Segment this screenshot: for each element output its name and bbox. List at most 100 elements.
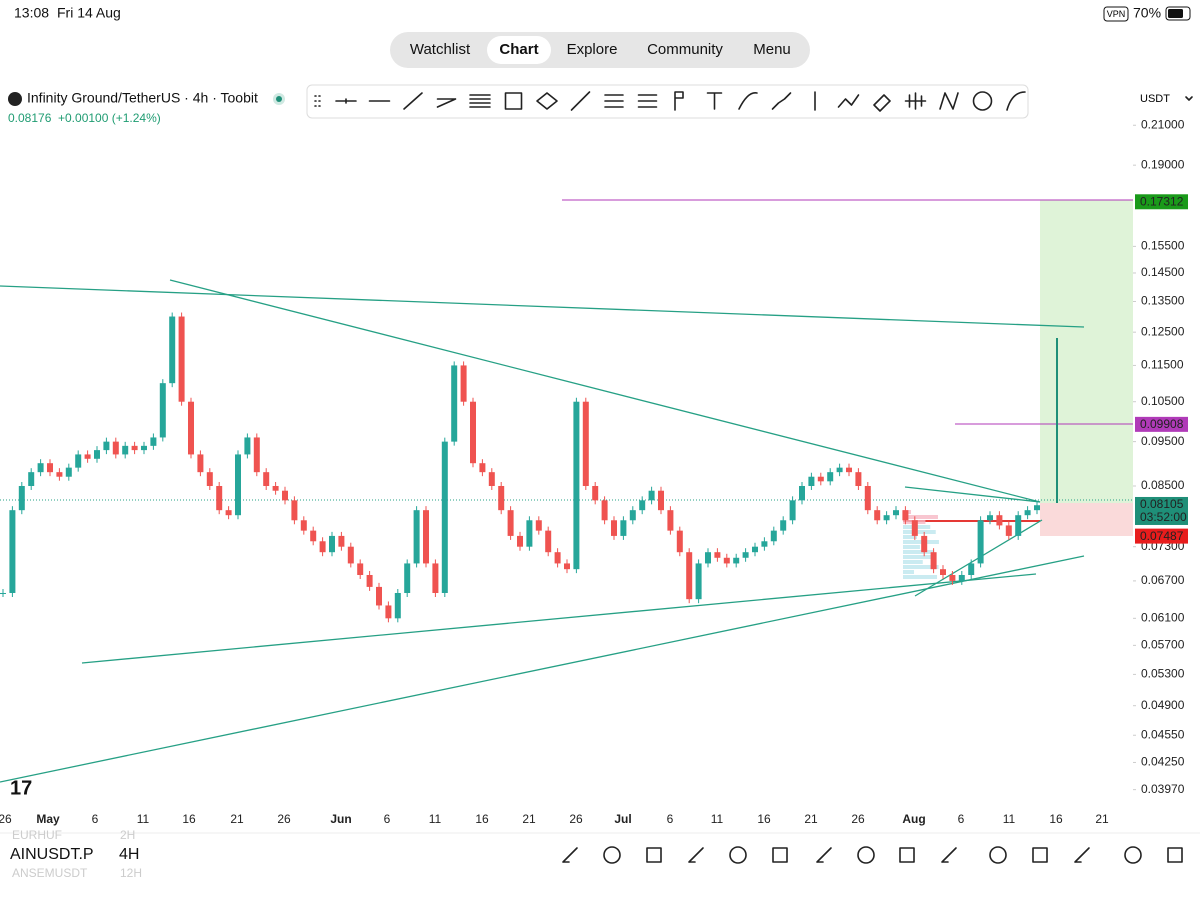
- price-badge: [1135, 194, 1188, 210]
- candle: [141, 445, 147, 451]
- draw-tool[interactable]: [403, 92, 423, 110]
- draw-tool[interactable]: [637, 94, 658, 108]
- candle: [385, 605, 392, 619]
- draw-tool[interactable]: [536, 92, 558, 110]
- status-vpn: VPN: [1107, 9, 1126, 19]
- currency-select[interactable]: [1136, 88, 1194, 110]
- candle: [554, 552, 561, 564]
- y-tick-label: 0.12500: [1141, 324, 1185, 338]
- candle: [188, 401, 194, 455]
- toolbar-button[interactable]: [729, 846, 747, 864]
- candle: [150, 437, 157, 446]
- candle: [159, 383, 166, 438]
- candle: [413, 510, 420, 564]
- date-label: 26: [569, 812, 583, 826]
- draw-tool[interactable]: [873, 94, 891, 112]
- draw-tool[interactable]: [674, 91, 684, 111]
- candle: [338, 535, 345, 547]
- draw-tool[interactable]: [570, 91, 591, 111]
- candle: [930, 552, 937, 570]
- candle: [498, 485, 505, 511]
- dropdown-caret: [1185, 96, 1193, 101]
- vp-bar: [903, 540, 939, 544]
- candle: [752, 546, 758, 553]
- date-label: Jul: [614, 812, 631, 826]
- recent-interval: 12H: [120, 866, 142, 880]
- toolbar-button[interactable]: [1124, 846, 1142, 864]
- draw-tool[interactable]: [939, 92, 959, 110]
- draw-tool[interactable]: [771, 92, 792, 110]
- toolbar-button[interactable]: [772, 847, 788, 863]
- candle: [216, 485, 223, 511]
- toolbar-button[interactable]: [562, 847, 578, 863]
- draw-tool[interactable]: [904, 92, 927, 110]
- candle: [1015, 515, 1022, 536]
- toolbar-button[interactable]: [688, 847, 704, 863]
- status-battery: 70%: [1133, 5, 1161, 21]
- draw-tool[interactable]: [1006, 91, 1026, 111]
- draw-tool[interactable]: [837, 94, 860, 108]
- nav-tab[interactable]: Community: [647, 41, 723, 58]
- candle: [611, 520, 617, 536]
- currency[interactable]: USDT: [1140, 93, 1170, 105]
- battery-level: [1168, 9, 1183, 18]
- candle: [958, 574, 965, 581]
- candle: [460, 365, 467, 402]
- draw-tool[interactable]: [335, 98, 357, 104]
- toolbar-button[interactable]: [941, 847, 957, 863]
- toolbar-button[interactable]: [603, 846, 621, 864]
- candle: [169, 316, 176, 384]
- y-tick-label: 0.06100: [1141, 610, 1185, 624]
- candle: [714, 552, 721, 558]
- bottom-symbol[interactable]: AINUSDT.P: [10, 846, 94, 863]
- candle: [836, 467, 843, 473]
- price-badge-label: 0.17312: [1140, 194, 1184, 208]
- candle: [770, 530, 777, 542]
- draw-tool[interactable]: [504, 92, 523, 110]
- bottom-interval[interactable]: 4H: [119, 846, 139, 863]
- toolbar-button[interactable]: [816, 847, 832, 863]
- candle: [282, 490, 288, 501]
- toolbar-button[interactable]: [1167, 847, 1183, 863]
- candle: [686, 552, 693, 600]
- date-label: 6: [92, 812, 99, 826]
- candle: [780, 520, 787, 531]
- nav-tab[interactable]: Chart: [499, 41, 538, 58]
- candle: [526, 520, 533, 547]
- candle: [1024, 510, 1031, 516]
- draw-tool[interactable]: [469, 94, 491, 108]
- candle: [131, 445, 138, 451]
- draw-tool[interactable]: [972, 91, 993, 111]
- candle: [272, 485, 279, 491]
- toolbar-button[interactable]: [857, 846, 875, 864]
- countdown: 03:52:00: [1140, 510, 1187, 524]
- trend-line: [169, 279, 1041, 503]
- nav-tab[interactable]: Explore: [567, 41, 618, 58]
- symbol-logo: [8, 92, 22, 106]
- candle: [723, 557, 730, 564]
- candle: [996, 515, 1003, 526]
- toolbar-button[interactable]: [899, 847, 915, 863]
- candle: [601, 500, 608, 521]
- draw-tool[interactable]: [604, 94, 624, 108]
- draw-tool[interactable]: [436, 98, 457, 108]
- symbol-title[interactable]: Infinity Ground/TetherUS · 4h · Toobit: [27, 90, 258, 106]
- toolbar-button[interactable]: [1032, 847, 1048, 863]
- candle: [940, 569, 946, 575]
- nav-tab[interactable]: Watchlist: [410, 41, 471, 58]
- toolbar-button[interactable]: [646, 847, 662, 863]
- candle: [65, 467, 72, 477]
- draw-tool[interactable]: [738, 92, 758, 110]
- candle: [329, 535, 335, 553]
- toolbar-button[interactable]: [989, 846, 1007, 864]
- candle: [197, 454, 204, 473]
- candle: [921, 535, 928, 553]
- candle: [507, 510, 514, 536]
- last-price: 0.08176: [8, 111, 52, 125]
- nav-tab[interactable]: Menu: [753, 41, 791, 58]
- toolbar-button[interactable]: [1074, 847, 1090, 863]
- trend-line: [0, 555, 1085, 783]
- y-tick-label: 0.15500: [1141, 239, 1185, 253]
- vp-bar: [903, 575, 938, 579]
- draw-tool[interactable]: [706, 92, 723, 110]
